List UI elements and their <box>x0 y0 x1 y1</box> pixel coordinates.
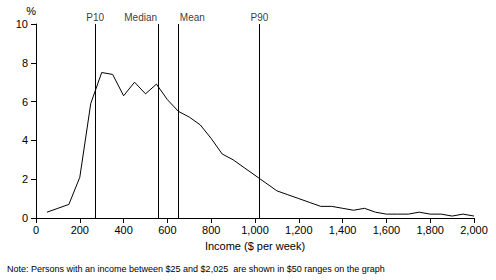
svg-text:800: 800 <box>202 224 220 236</box>
svg-text:0: 0 <box>22 212 28 224</box>
svg-text:4: 4 <box>22 134 28 146</box>
svg-text:P10: P10 <box>86 12 104 23</box>
svg-text:P90: P90 <box>250 12 268 23</box>
svg-text:200: 200 <box>71 224 89 236</box>
svg-text:Income ($ per week): Income ($ per week) <box>205 240 305 252</box>
svg-text:600: 600 <box>158 224 176 236</box>
svg-text:1,800: 1,800 <box>416 224 444 236</box>
svg-text:1,400: 1,400 <box>329 224 357 236</box>
svg-text:Mean: Mean <box>180 12 205 23</box>
svg-text:1,000: 1,000 <box>241 224 269 236</box>
svg-text:Note: Persons with an income b: Note: Persons with an income between $25… <box>7 264 385 274</box>
svg-text:6: 6 <box>22 96 28 108</box>
svg-text:1,600: 1,600 <box>373 224 401 236</box>
svg-text:1,200: 1,200 <box>285 224 313 236</box>
svg-text:2,000: 2,000 <box>460 224 488 236</box>
svg-text:10: 10 <box>16 18 28 30</box>
svg-text:2: 2 <box>22 173 28 185</box>
svg-text:8: 8 <box>22 57 28 69</box>
svg-text:400: 400 <box>114 224 132 236</box>
svg-text:%: % <box>26 5 36 17</box>
svg-text:0: 0 <box>33 224 39 236</box>
svg-text:Median: Median <box>124 12 157 23</box>
